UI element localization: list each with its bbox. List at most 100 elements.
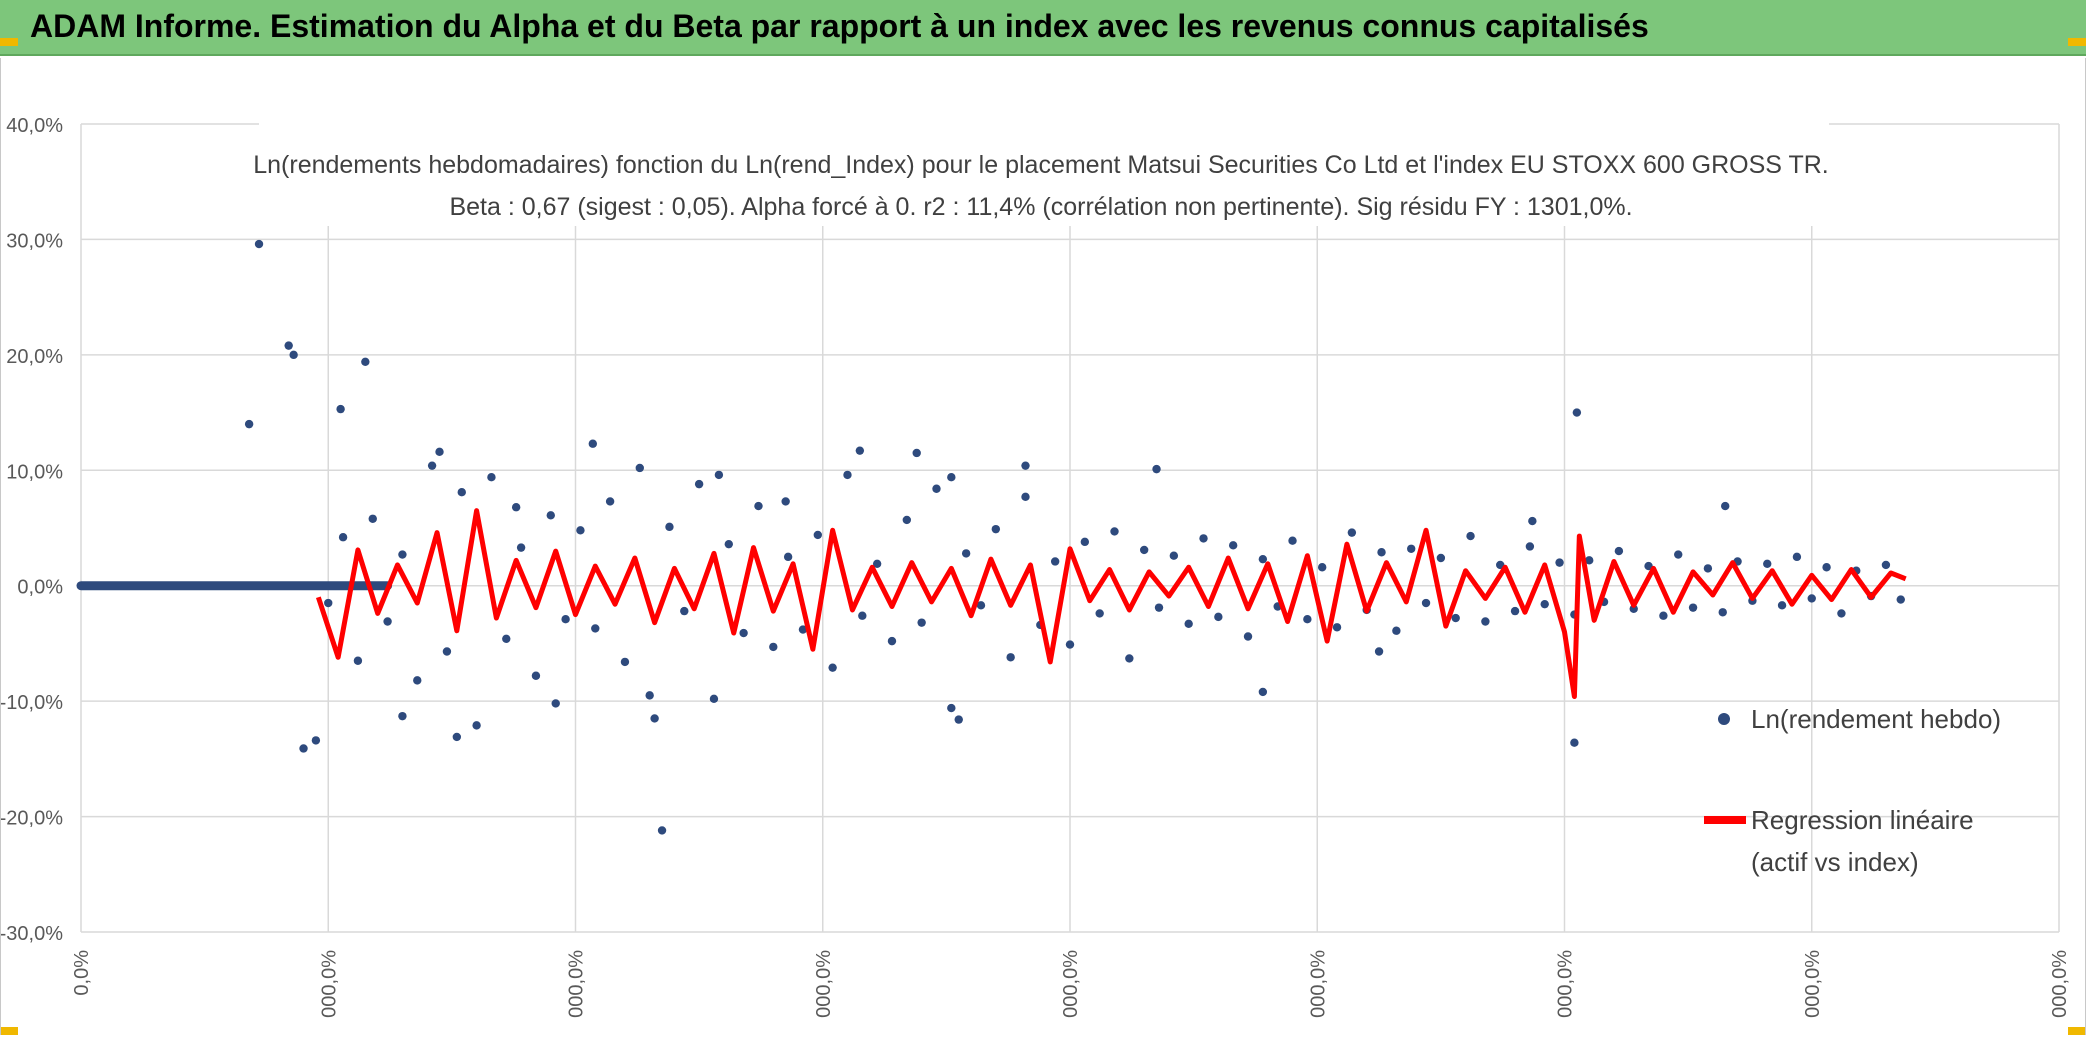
data-point [588, 439, 598, 448]
data-point [1214, 612, 1223, 622]
data-point [511, 503, 521, 512]
data-point [561, 614, 570, 624]
data-point [917, 618, 926, 627]
data-point [299, 744, 308, 753]
data-point [398, 711, 407, 721]
data-point [781, 497, 790, 506]
chart-area: 40,0% 30,0% 20,0% 10,0% 0,0% -10,0% -20,0% -30,… [0, 58, 2086, 1035]
data-point [620, 657, 630, 667]
data-point [1674, 550, 1683, 559]
data-point [398, 550, 407, 559]
data-point [739, 628, 748, 638]
y-axis-ticks: 40,0% 30,0% 20,0% 10,0% 0,0% -10,0% -20,0% -30,… [0, 115, 63, 945]
data-point [244, 419, 254, 429]
data-point [1228, 541, 1238, 550]
x-tick-label: 000,0% [2049, 950, 2071, 1018]
y-tick-label: -20,0% [1, 808, 63, 830]
data-point [1718, 608, 1727, 617]
corner-marker-bottom-left [0, 1027, 18, 1035]
corner-marker-bottom-right [2068, 1027, 2086, 1035]
data-point [531, 671, 541, 680]
data-point [413, 676, 422, 685]
data-point [783, 552, 793, 562]
regression-line [315, 508, 1907, 700]
data-point [472, 721, 481, 730]
data-point [961, 549, 971, 558]
data-point [1392, 626, 1401, 635]
data-point [254, 239, 264, 249]
data-point [1154, 603, 1164, 612]
data-point [813, 530, 823, 540]
data-point [591, 624, 600, 633]
report-title: ADAM Informe. Estimation du Alpha et du … [30, 8, 1649, 44]
data-point [912, 448, 921, 458]
data-point [1777, 601, 1787, 610]
data-point [1644, 561, 1653, 571]
data-point [1139, 545, 1149, 555]
title-backdrop [259, 116, 1829, 226]
data-point [353, 656, 363, 665]
data-point [902, 515, 912, 525]
x-tick-label: 000,0% [1802, 950, 1824, 1018]
plot-marks [76, 239, 1907, 835]
data-point [1095, 609, 1104, 618]
y-tick-label: 40,0% [6, 115, 63, 137]
legend-marker-icon [1718, 713, 1730, 725]
legend-label-returns: Ln(rendement hebdo) [1751, 704, 2001, 734]
data-point [1199, 534, 1208, 543]
data-point [657, 826, 667, 835]
data-point [1332, 623, 1342, 632]
chart-title-line2: Beta : 0,67 (sigest : 0,05). Alpha forcé… [449, 193, 1632, 221]
data-point [383, 617, 392, 626]
data-point [798, 625, 808, 634]
legend: Ln(rendement hebdo) Regression linéaire(… [1704, 704, 2001, 877]
data-point [855, 446, 865, 455]
data-point [1525, 542, 1535, 551]
data-point [635, 463, 644, 473]
data-point [1303, 614, 1312, 624]
data-point [1021, 492, 1030, 502]
data-point [1572, 408, 1582, 417]
data-point [1258, 687, 1268, 697]
data-point [1317, 563, 1327, 572]
data-point [1065, 640, 1075, 649]
x-tick-label: 000,0% [813, 950, 835, 1018]
data-point [361, 357, 370, 366]
data-point [442, 647, 452, 656]
y-tick-label: 30,0% [6, 230, 63, 252]
x-tick-label: 000,0% [1307, 950, 1329, 1018]
x-tick-label: 0,0% [71, 950, 93, 996]
data-point [769, 642, 778, 652]
data-point [991, 524, 1001, 534]
data-point [1807, 594, 1816, 603]
data-point [694, 479, 704, 489]
legend-label-regression: Regression linéaire (actif vs index) [1751, 805, 1974, 877]
data-point [1481, 617, 1490, 626]
data-point [724, 539, 733, 549]
data-point [1080, 537, 1090, 547]
data-point [576, 526, 585, 535]
data-point [1466, 531, 1475, 541]
data-point [1896, 595, 1905, 604]
data-point [1407, 544, 1416, 553]
data-point [932, 484, 941, 493]
data-point [1528, 516, 1537, 526]
data-point [1614, 546, 1624, 556]
report-banner: ADAM Informe. Estimation du Alpha et du … [0, 0, 2086, 56]
y-tick-label: 10,0% [6, 461, 63, 483]
data-point [1721, 501, 1730, 511]
data-point [843, 470, 852, 480]
y-tick-label: 0,0% [17, 577, 63, 599]
data-point [338, 533, 348, 542]
data-point [1763, 559, 1772, 568]
data-point [1347, 528, 1357, 537]
data-point [1288, 536, 1297, 545]
x-tick-label: 000,0% [318, 950, 340, 1018]
data-point [1570, 738, 1579, 747]
data-point [1436, 553, 1446, 563]
data-point [427, 461, 437, 470]
corner-marker-left [0, 38, 18, 46]
data-point [1822, 563, 1831, 572]
data-point [1496, 560, 1505, 570]
data-point [680, 606, 689, 616]
